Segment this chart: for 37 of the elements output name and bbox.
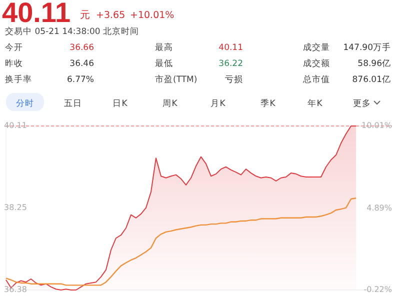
text: 6.77% xyxy=(66,75,94,85)
text: 成交额 xyxy=(303,58,330,69)
y-tick-label: 36.38 xyxy=(4,285,27,294)
y2-tick-label: -0.22% xyxy=(364,285,392,294)
text: 最低 xyxy=(155,58,173,69)
text: 昨收 xyxy=(5,58,23,69)
text: 日K xyxy=(112,99,128,109)
text: 季K xyxy=(260,98,276,109)
y-tick-label: 40.11 xyxy=(4,121,27,130)
text: 58.96亿 xyxy=(358,58,391,69)
text: 月K xyxy=(210,99,226,109)
text: 147.90万手 xyxy=(343,42,391,53)
text: 36.66 xyxy=(70,43,94,53)
text: 年K xyxy=(308,98,323,109)
text: 元 xyxy=(80,10,90,21)
text: 分时 xyxy=(16,98,34,109)
text: 最高 xyxy=(155,42,173,53)
chart-subtitle: 交易中 05-21 14:38:00 北京时间 xyxy=(5,26,139,37)
chart-title: 40.11 xyxy=(218,43,243,53)
text: 876.01亿 xyxy=(352,74,391,85)
y-tick-label: 38.25 xyxy=(4,202,27,212)
text: +3.65 xyxy=(96,10,126,21)
text: 成交量 xyxy=(303,42,330,53)
text: 市盈(TTM) xyxy=(155,74,198,85)
text: 36.46 xyxy=(70,59,94,69)
line-series xyxy=(5,198,357,286)
text: 更多 xyxy=(353,98,371,109)
text: 周K xyxy=(162,98,178,109)
text: 总市值 xyxy=(302,74,330,85)
text: 亏损 xyxy=(225,74,243,85)
text: 36.22 xyxy=(218,59,243,69)
text: 今开 xyxy=(5,42,23,53)
text: 换手率 xyxy=(5,74,32,85)
y2-tick-label: 4.89% xyxy=(366,203,392,212)
text: 五日 xyxy=(64,99,82,109)
y2-tick-label: 10.01% xyxy=(361,121,392,130)
text: +10.01% xyxy=(130,10,174,21)
